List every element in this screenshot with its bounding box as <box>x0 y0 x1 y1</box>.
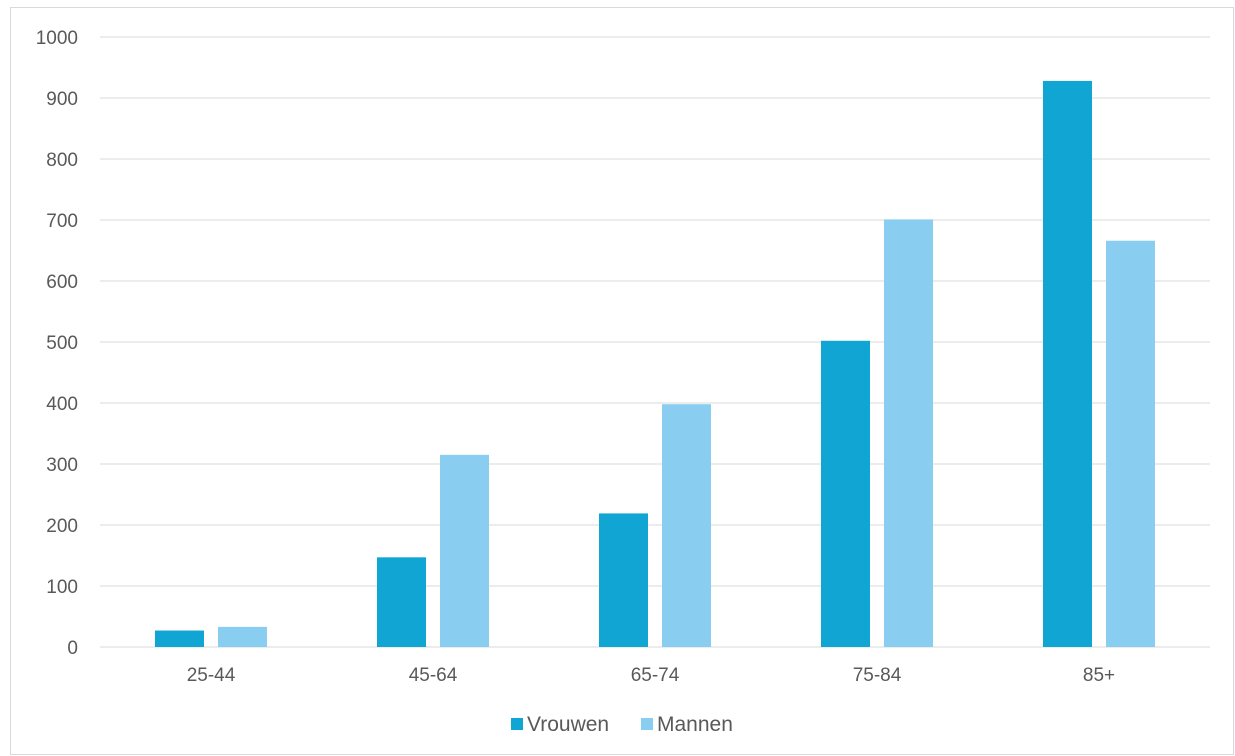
bar-vrouwen-25-44 <box>155 630 204 647</box>
bar-mannen-45-64 <box>440 454 489 647</box>
y-tick-label: 300 <box>46 455 78 476</box>
y-tick-label: 500 <box>46 333 78 354</box>
legend-label-mannen: Mannen <box>657 713 733 736</box>
legend-swatch-vrouwen <box>511 718 523 730</box>
y-tick-label: 900 <box>46 89 78 110</box>
y-tick-label: 200 <box>46 516 78 537</box>
x-tick-label: 25-44 <box>187 665 236 686</box>
bar-vrouwen-65-74 <box>599 513 648 647</box>
x-tick-label: 65-74 <box>631 665 680 686</box>
x-tick-label: 85+ <box>1083 665 1115 686</box>
bar-vrouwen-75-84 <box>821 340 870 647</box>
bar-vrouwen-45-64 <box>377 557 426 647</box>
y-tick-label: 0 <box>67 638 78 659</box>
y-tick-label: 600 <box>46 272 78 293</box>
x-tick-label: 45-64 <box>409 665 458 686</box>
bar-vrouwen-85+ <box>1043 80 1092 648</box>
y-tick-label: 700 <box>46 211 78 232</box>
y-tick-label: 800 <box>46 150 78 171</box>
bar-mannen-65-74 <box>662 404 711 647</box>
y-tick-label: 400 <box>46 394 78 415</box>
bar-mannen-85+ <box>1106 240 1155 648</box>
y-tick-label: 1000 <box>36 28 78 49</box>
x-tick-label: 75-84 <box>853 665 902 686</box>
y-tick-label: 100 <box>46 577 78 598</box>
bar-mannen-25-44 <box>218 626 267 647</box>
legend-swatch-mannen <box>641 718 653 730</box>
legend-label-vrouwen: Vrouwen <box>527 713 609 736</box>
bar-mannen-75-84 <box>884 219 933 647</box>
